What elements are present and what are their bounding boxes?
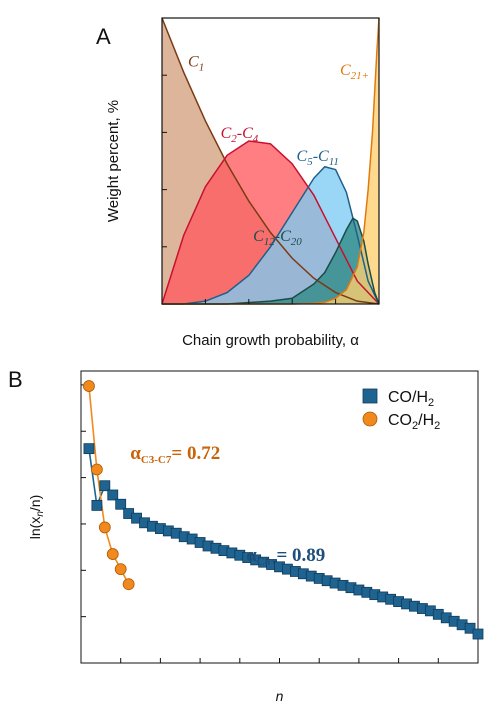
point-co2-h2 bbox=[98, 521, 111, 534]
point-co-h2 bbox=[107, 489, 119, 501]
point-co-h2 bbox=[99, 480, 111, 492]
area-c12-c20 bbox=[162, 218, 379, 304]
legend-label-co2-h2: CO2/H2 bbox=[388, 412, 440, 432]
point-co-h2 bbox=[83, 443, 95, 455]
series-label-c1: C1 bbox=[188, 54, 204, 74]
area-c21- bbox=[162, 18, 379, 304]
panel-a-ticks bbox=[161, 17, 380, 305]
annotation-alpha-c3-c7: αC3-C7= 0.72 bbox=[130, 443, 220, 466]
panel-b: B CO/H2 CO2/H2 αC3-C7= 0.72 αC8+= 0.89 n l… bbox=[8, 367, 484, 704]
line-c2-c4 bbox=[161, 140, 380, 305]
annotation-alpha-c8plus: αC8+= 0.89 bbox=[246, 545, 325, 568]
panel-a-areas bbox=[162, 18, 379, 304]
point-co2-h2 bbox=[83, 380, 95, 392]
panel-b-letter: B bbox=[8, 367, 23, 392]
panel-a: A C1 C2-C4 C5-C11 C12-C20 C21+ Chain growth … bbox=[96, 17, 380, 349]
panel-b-y-axis-label: ln(xn/n) bbox=[27, 495, 46, 539]
point-co2-h2 bbox=[122, 578, 135, 591]
line-c5-c11 bbox=[162, 165, 380, 305]
series-label-c21-: C21+ bbox=[340, 62, 369, 82]
panel-a-x-axis-label: Chain growth probability, α bbox=[182, 332, 359, 349]
legend-marker-co2-h2 bbox=[362, 411, 378, 427]
series-label-c5-c11: C5-C11 bbox=[297, 148, 339, 168]
point-co-h2 bbox=[464, 622, 476, 634]
area-c5-c11 bbox=[162, 166, 379, 304]
point-co-h2 bbox=[472, 628, 484, 640]
point-co-h2 bbox=[91, 500, 103, 511]
legend-marker-co-h2 bbox=[362, 388, 378, 404]
panel-b-legend: CO/H2 CO2/H2 bbox=[362, 388, 440, 432]
point-co2-h2 bbox=[90, 463, 103, 476]
line-c12-c20 bbox=[162, 217, 380, 305]
panel-a-y-axis-label: Weight percent, % bbox=[105, 100, 122, 222]
legend-label-co-h2: CO/H2 bbox=[388, 389, 434, 409]
panel-a-letter: A bbox=[96, 24, 111, 49]
panel-b-points bbox=[83, 380, 484, 640]
series-label-c12-c20: C12-C20 bbox=[253, 228, 302, 248]
point-co-h2 bbox=[115, 498, 127, 510]
panel-b-x-axis-label: n bbox=[276, 688, 284, 704]
panel-a-plot-frame bbox=[161, 17, 380, 305]
series-label-c2-c4: C2-C4 bbox=[221, 125, 259, 145]
fit-line-co-h2 bbox=[88, 448, 106, 509]
line-c1 bbox=[161, 17, 380, 305]
point-co2-h2 bbox=[114, 563, 127, 576]
panel-b-annotations: αC3-C7= 0.72 αC8+= 0.89 bbox=[130, 443, 325, 568]
point-co2-h2 bbox=[106, 548, 119, 560]
panel-a-series-labels: C1 C2-C4 C5-C11 C12-C20 C21+ bbox=[188, 54, 369, 248]
panel-a-lines bbox=[161, 17, 380, 305]
